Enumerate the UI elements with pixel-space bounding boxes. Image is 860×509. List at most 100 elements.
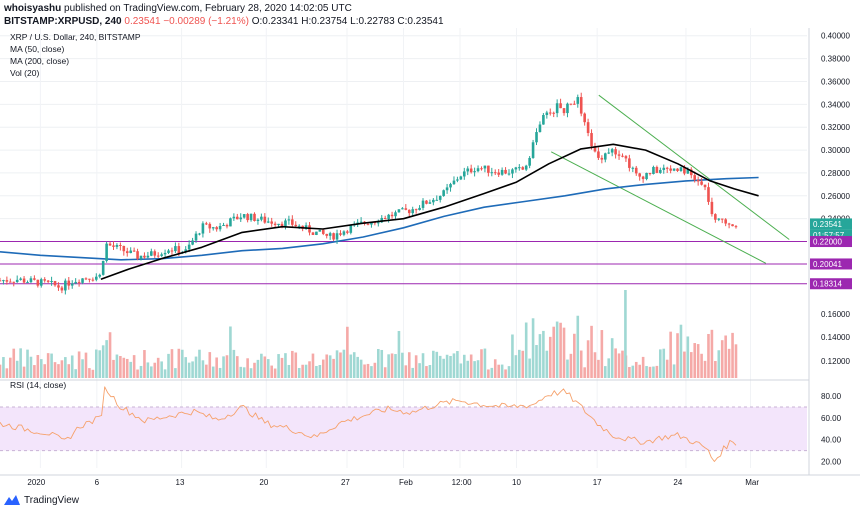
volume-bar <box>590 325 593 378</box>
candle-body <box>555 103 559 114</box>
chart-header: whoisyashu published on TradingView.com,… <box>4 2 856 30</box>
candle-body <box>710 201 714 215</box>
volume-bar <box>380 349 384 378</box>
symbol-line: BITSTAMP:XRPUSD, 240 0.23541 −0.00289 (−… <box>4 15 856 28</box>
candle-body <box>170 250 174 252</box>
volume-bar <box>669 331 672 378</box>
volume-bar <box>153 362 157 378</box>
volume-bar <box>659 349 662 378</box>
price-chart[interactable]: 0.40000 0.38000 0.36000 0.34000 0.32000 0.300… <box>0 28 860 491</box>
volume-bar <box>542 330 545 378</box>
volume-bar <box>696 344 700 378</box>
rsi-tick-label: 60.00 <box>821 414 842 423</box>
candle-body <box>380 217 384 223</box>
volume-bar <box>101 345 105 378</box>
volume-bar <box>225 355 229 378</box>
axes: 0.40000 0.38000 0.36000 0.34000 0.32000 0.300… <box>0 28 860 487</box>
volume-bar <box>332 358 335 378</box>
volume-bar <box>490 367 494 378</box>
candle-body <box>229 218 232 227</box>
price-label-text: 0.22000 <box>813 238 842 247</box>
candle-body <box>483 165 487 169</box>
volume-bar <box>139 365 143 378</box>
candle-body <box>332 233 335 240</box>
volume-bar <box>624 290 627 378</box>
ma200-path <box>0 176 759 261</box>
candle-body <box>466 168 470 172</box>
volume-bar <box>497 364 500 378</box>
volume-bar <box>215 357 218 378</box>
ma50-path <box>100 143 759 281</box>
volume-bar <box>538 334 542 378</box>
volume-bar <box>377 349 380 378</box>
candle-body <box>253 213 256 221</box>
volume-bar <box>442 358 445 378</box>
candle-body <box>469 168 473 173</box>
candle-body <box>404 208 408 210</box>
volume-bar <box>401 352 404 378</box>
candle-body <box>174 246 177 252</box>
volume-bar <box>514 355 518 378</box>
volume-bar <box>614 348 617 378</box>
volume-bar <box>707 333 710 378</box>
candle-body <box>50 281 53 283</box>
candle-body <box>160 254 163 256</box>
volume-bar <box>74 369 77 378</box>
price-tick-label: 0.40000 <box>821 32 850 41</box>
volume-bar <box>655 365 659 378</box>
candle-body <box>480 168 483 170</box>
candle-body <box>249 213 253 221</box>
volume-bar <box>714 361 717 378</box>
volume-bar <box>33 365 36 378</box>
author-name[interactable]: whoisyashu <box>4 3 62 14</box>
candle-body <box>700 181 703 185</box>
volume-bar <box>621 350 624 378</box>
volume-bar <box>218 367 222 378</box>
candle-body <box>328 233 332 236</box>
candle-body <box>304 225 308 229</box>
candle-body <box>665 167 669 169</box>
candle-body <box>669 168 672 171</box>
candle-body <box>418 207 421 210</box>
volume-bar <box>686 336 690 378</box>
volume-bar <box>246 358 249 378</box>
volume-bar <box>462 354 466 378</box>
candle-body <box>294 224 298 227</box>
candle-body <box>655 166 659 173</box>
symbol-name: BITSTAMP:XRPUSD, 240 <box>4 16 122 27</box>
candle-body <box>236 216 239 220</box>
brand-name[interactable]: TradingView <box>24 494 80 506</box>
volume-bar <box>356 356 359 378</box>
volume-bar <box>315 365 318 378</box>
candle-body <box>456 179 459 181</box>
volume-bar <box>548 336 552 378</box>
candle-body <box>428 202 432 204</box>
volume-bar <box>43 364 47 378</box>
channel-lower-line <box>550 151 767 264</box>
volume-bar <box>607 358 611 378</box>
volume-bar <box>566 359 569 378</box>
candle-body <box>84 278 88 280</box>
candle-body <box>607 152 611 154</box>
candle-body <box>621 155 624 157</box>
volume-bar <box>156 357 160 378</box>
price-tick-label: 0.30000 <box>821 146 850 155</box>
volume-bar <box>242 367 246 378</box>
candles <box>0 92 738 295</box>
candle-body <box>184 249 188 253</box>
candle-body <box>153 251 157 256</box>
candle-body <box>490 172 494 174</box>
volume-bar <box>170 349 174 378</box>
volume-bar <box>335 350 339 378</box>
candle-body <box>452 180 456 185</box>
volume-bar <box>404 365 408 378</box>
volume-bar <box>717 350 721 378</box>
volume-bar <box>308 361 311 378</box>
candle-body <box>683 167 686 174</box>
volume-bar <box>672 364 676 378</box>
volume-bar <box>665 359 669 378</box>
candle-body <box>53 281 57 286</box>
candle-body <box>194 233 198 241</box>
volume-bar <box>39 359 43 378</box>
volume-bar <box>583 367 586 378</box>
